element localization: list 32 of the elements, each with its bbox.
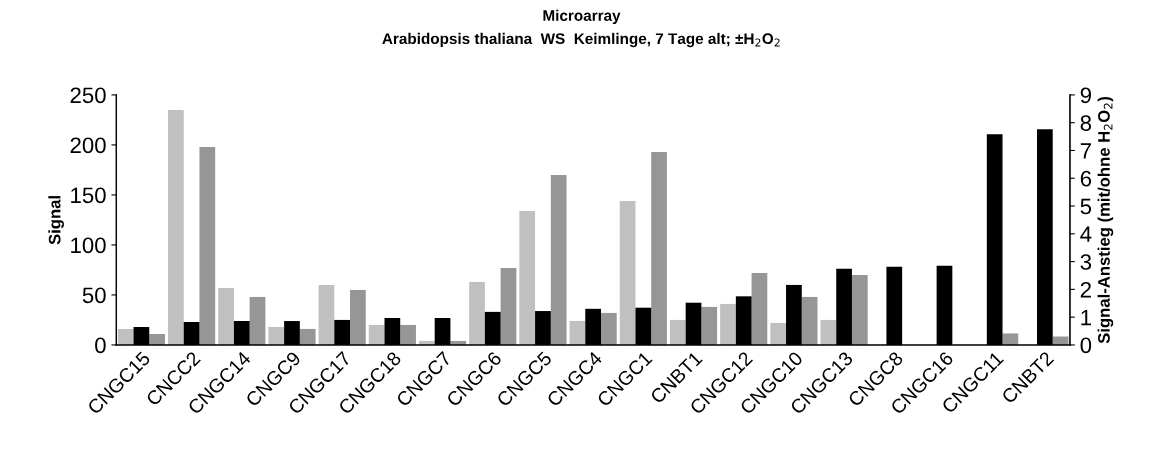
y2-tick-label: 9 [1080,87,1091,104]
y2-tick-label: 6 [1080,170,1092,187]
chart-subtitle: Arabidopsis thaliana WS Keimlinge, 7 Tage alt; ±H$_{2}$O$_{2}$ [382,32,780,48]
y2-axis-title: Signal-Anstieg (mit/ohne H$_{2}$O$_{2}$) [1097,97,1114,344]
y2-tick-label: 5 [1080,198,1092,215]
bar [1002,333,1019,345]
y-tick-label: 100 [71,237,106,254]
bar [619,200,636,345]
y-axis-title: Signal [48,196,64,245]
bar [199,146,216,345]
bar [318,284,335,345]
y-tick-label: 150 [71,187,106,204]
bar [550,174,567,345]
y2-tick-label: 3 [1080,254,1092,270]
bar [651,151,667,345]
y-tick-label: 50 [82,287,106,304]
bar [249,296,266,345]
y2-tick-label: 0 [1080,337,1092,354]
y-tick-label: 250 [70,87,106,104]
bar [168,109,184,345]
bar [1052,336,1069,345]
bar [218,287,234,345]
bar [350,289,366,345]
chart-title: Microarray [543,9,621,25]
bar [519,210,536,345]
y2-tick-label: 4 [1080,226,1092,242]
y2-tick-label: 2 [1080,281,1091,298]
y2-tick-label: 1 [1081,309,1091,326]
bar [500,267,517,345]
y2-tick-label: 8 [1080,115,1092,131]
y-tick-label: 200 [70,137,106,154]
y2-tick-label: 7 [1080,143,1091,159]
